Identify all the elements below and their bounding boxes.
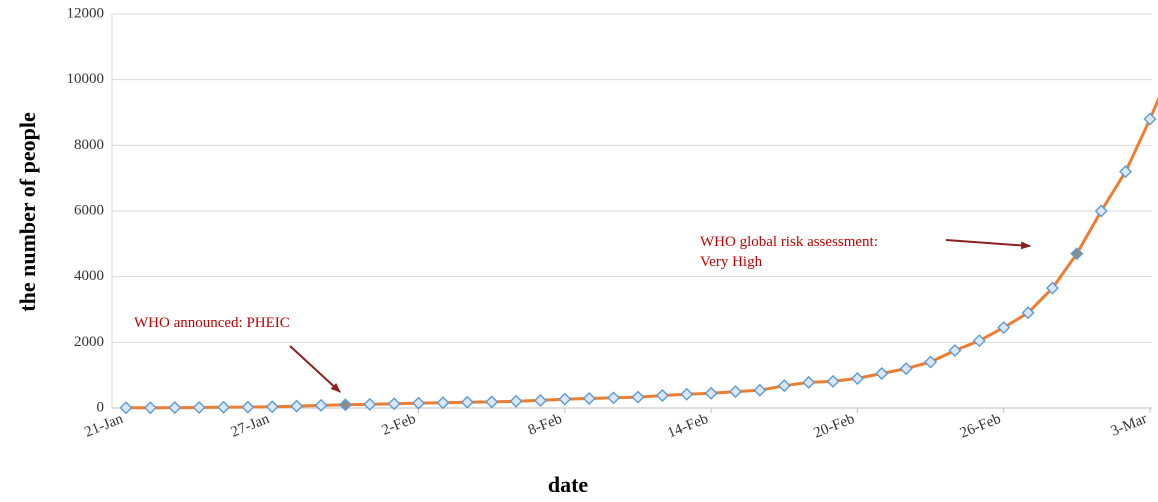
data-point [948, 344, 962, 358]
x-tick-label: 3-Mar [1109, 411, 1150, 440]
data-point [704, 386, 718, 400]
gridlines [112, 13, 1152, 409]
data-point [655, 389, 669, 403]
data-point [1094, 204, 1108, 218]
annotation-text: WHO global risk assessment: [700, 234, 878, 250]
data-point [924, 355, 938, 369]
data-point [217, 400, 231, 414]
data-point [729, 385, 742, 399]
y-tick-label: 2000 [74, 334, 104, 350]
data-point [558, 392, 572, 406]
annotations: WHO announced: PHEIC WHO global risk asse… [134, 234, 1031, 393]
data-point [314, 398, 328, 412]
data-point [777, 379, 791, 393]
data-point [850, 371, 864, 385]
data-point [753, 383, 767, 397]
x-tick-label: 26-Feb [958, 411, 1003, 442]
data-point [509, 394, 523, 408]
data-point [680, 387, 694, 401]
data-point [241, 400, 255, 414]
annotation-text: Very High [700, 254, 763, 270]
series-line [125, 96, 1158, 410]
data-point [485, 395, 499, 409]
y-tick-label: 6000 [74, 202, 104, 218]
data-point [533, 393, 547, 407]
data-point [265, 400, 279, 414]
data-point [875, 367, 889, 381]
data-point [826, 374, 840, 388]
x-tick-label: 8-Feb [526, 411, 564, 439]
y-tick-label: 12000 [67, 5, 105, 21]
y-tick-label: 0 [97, 399, 105, 415]
data-point [168, 401, 182, 415]
y-tick-label: 4000 [74, 268, 104, 284]
x-tick-label: 2-Feb [380, 411, 418, 439]
annotation-text: WHO announced: PHEIC [134, 315, 290, 331]
data-point [460, 395, 474, 409]
data-point [607, 391, 621, 405]
data-point [338, 398, 352, 412]
x-tick-label: 20-Feb [811, 411, 856, 442]
data-point [1021, 306, 1035, 320]
y-tick-label: 8000 [74, 137, 104, 153]
series-line-path [125, 96, 1158, 410]
data-point [119, 401, 133, 415]
data-point [1143, 112, 1157, 126]
x-tick-label: 21-Jan [82, 411, 126, 441]
data-point [1045, 281, 1059, 295]
data-point [997, 321, 1011, 335]
data-point [1119, 165, 1133, 179]
data-point [192, 401, 206, 415]
data-point [412, 396, 426, 410]
data-point [436, 396, 450, 410]
data-point [972, 334, 986, 348]
annotation-arrow [289, 345, 341, 393]
data-point [387, 397, 401, 411]
data-point [1070, 247, 1084, 261]
y-axis-title: the number of people [15, 112, 40, 312]
data-point [631, 390, 645, 404]
data-points [119, 112, 1157, 415]
x-tick-label: 27-Jan [229, 411, 273, 441]
x-axis-title: date [548, 472, 589, 497]
axes: 0 2000 4000 6000 8000 10000 12000 21-Jan 27-Jan 2… [67, 5, 1152, 442]
data-point [802, 375, 816, 389]
data-point [582, 391, 596, 405]
data-point [143, 401, 157, 415]
data-point [899, 362, 913, 376]
x-tick-label: 14-Feb [665, 411, 710, 442]
y-tick-label: 10000 [67, 71, 105, 87]
data-point [363, 397, 377, 411]
annotation-arrow [945, 239, 1031, 250]
data-point [290, 399, 304, 413]
